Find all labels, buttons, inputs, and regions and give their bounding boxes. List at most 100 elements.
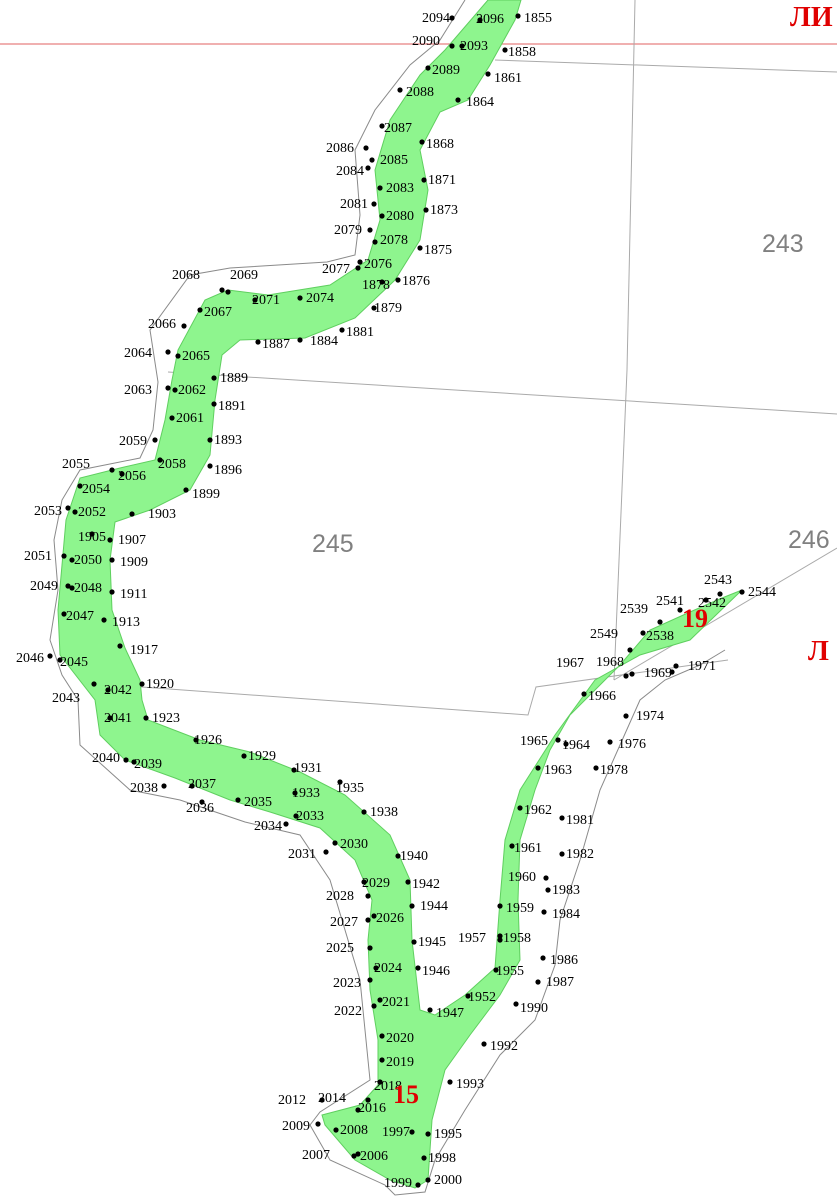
- survey-point-label: 2024: [374, 961, 402, 976]
- survey-point: [355, 1107, 361, 1113]
- survey-point-label: 2549: [590, 627, 618, 642]
- parcel-label: 245: [312, 530, 354, 558]
- survey-point: [419, 139, 425, 145]
- survey-point-label: 2093: [460, 39, 488, 54]
- survey-point: [61, 553, 67, 559]
- survey-point-label: 2076: [364, 257, 392, 272]
- survey-point: [640, 630, 646, 636]
- survey-point: [371, 913, 377, 919]
- survey-point-label: 2544: [748, 585, 776, 600]
- survey-point-label: 2066: [148, 317, 176, 332]
- survey-point: [581, 691, 587, 697]
- survey-point: [139, 681, 145, 687]
- survey-point: [323, 849, 329, 855]
- survey-point: [377, 185, 383, 191]
- survey-point: [493, 967, 499, 973]
- survey-point: [165, 349, 171, 355]
- survey-point: [502, 47, 508, 53]
- survey-point-label: 2009: [282, 1119, 310, 1134]
- survey-point: [455, 97, 461, 103]
- survey-point-label: 1999: [384, 1176, 412, 1191]
- survey-point-label: 1923: [152, 711, 180, 726]
- survey-point: [337, 779, 343, 785]
- survey-point-label: 2019: [386, 1055, 414, 1070]
- corridor-15: [57, 0, 743, 1189]
- contour-label: 15: [393, 1080, 419, 1109]
- survey-point: [629, 671, 635, 677]
- survey-point-label: 2028: [326, 889, 354, 904]
- survey-point: [211, 375, 217, 381]
- survey-point-label: 2080: [386, 209, 414, 224]
- survey-point-label: 1899: [192, 487, 220, 502]
- survey-point: [47, 653, 53, 659]
- survey-point-label: 2040: [92, 751, 120, 766]
- survey-point-label: 2012: [278, 1093, 306, 1108]
- survey-point-label: 2037: [188, 777, 216, 792]
- survey-point-label: 2048: [74, 581, 102, 596]
- survey-point: [377, 997, 383, 1003]
- survey-point: [235, 797, 241, 803]
- survey-point-label: 1891: [218, 399, 246, 414]
- survey-point-label: 1875: [424, 243, 452, 258]
- survey-point-label: 2035: [244, 795, 272, 810]
- survey-point: [181, 323, 187, 329]
- survey-point-label: 2043: [52, 691, 80, 706]
- survey-point-label: 1967: [556, 656, 584, 671]
- survey-point-label: 1984: [552, 907, 580, 922]
- survey-point: [369, 157, 375, 163]
- survey-point-label: 1997: [382, 1125, 410, 1140]
- survey-point: [415, 965, 421, 971]
- survey-point: [143, 715, 149, 721]
- outer-boundary-left: [49, 0, 726, 1196]
- parcel-lines: [127, 0, 837, 716]
- survey-point-label: 1881: [346, 325, 374, 340]
- survey-point-label: 1969: [644, 666, 672, 681]
- survey-point-label: 2027: [330, 915, 358, 930]
- survey-point-label: 2096: [476, 12, 504, 27]
- survey-point-label: 1938: [370, 805, 398, 820]
- survey-point-label: 2051: [24, 549, 52, 564]
- survey-point-label: 1931: [294, 761, 322, 776]
- survey-point: [363, 145, 369, 151]
- survey-point: [417, 245, 423, 251]
- survey-point: [669, 669, 675, 675]
- survey-point: [169, 415, 175, 421]
- survey-point: [481, 1041, 487, 1047]
- survey-point-label: 1873: [430, 203, 458, 218]
- survey-point-label: 2018: [374, 1079, 402, 1094]
- survey-point: [485, 71, 491, 77]
- survey-point: [535, 979, 541, 985]
- survey-point-label: 2087: [384, 121, 412, 136]
- survey-point: [77, 483, 83, 489]
- survey-point-label: 1933: [292, 786, 320, 801]
- survey-point: [129, 511, 135, 517]
- survey-point: [449, 43, 455, 49]
- survey-point: [339, 327, 345, 333]
- survey-point-label: 1920: [146, 677, 174, 692]
- survey-point-label: 2074: [306, 291, 334, 306]
- survey-point: [107, 715, 113, 721]
- survey-point-label: 2042: [104, 683, 132, 698]
- survey-point-label: 1879: [374, 301, 402, 316]
- survey-point: [69, 557, 75, 563]
- survey-point: [252, 297, 258, 303]
- survey-point: [89, 531, 95, 537]
- survey-point-label: 2067: [204, 305, 232, 320]
- survey-point-label: 1945: [418, 935, 446, 950]
- survey-point: [497, 903, 503, 909]
- survey-point: [211, 401, 217, 407]
- parcel-line: [494, 59, 837, 73]
- survey-point-label: 1962: [524, 803, 552, 818]
- survey-point-label: 1893: [214, 433, 242, 448]
- survey-point-label: 2069: [230, 268, 258, 283]
- survey-point-label: 1858: [508, 45, 536, 60]
- survey-point-label: 1855: [524, 11, 552, 26]
- survey-point: [107, 537, 113, 543]
- survey-point: [673, 663, 679, 669]
- survey-point: [497, 933, 503, 939]
- survey-point-label: 2085: [380, 153, 408, 168]
- survey-point: [423, 207, 429, 213]
- survey-point: [395, 853, 401, 859]
- survey-point-label: 2078: [380, 233, 408, 248]
- survey-point-label: 2090: [412, 34, 440, 49]
